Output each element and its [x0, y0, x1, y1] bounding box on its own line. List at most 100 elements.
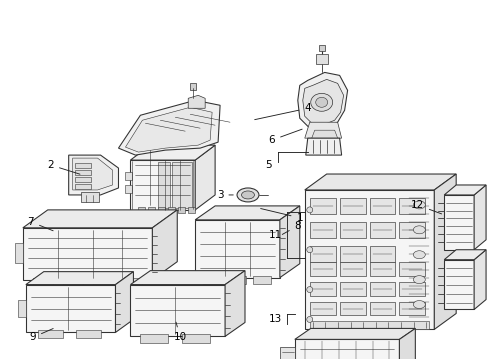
Polygon shape [73, 158, 112, 190]
Polygon shape [399, 282, 425, 296]
Polygon shape [369, 282, 395, 296]
Polygon shape [294, 339, 399, 360]
Polygon shape [75, 177, 90, 182]
Polygon shape [304, 174, 455, 190]
Polygon shape [369, 246, 395, 262]
Polygon shape [339, 198, 365, 214]
Polygon shape [433, 174, 455, 329]
Text: 10: 10 [173, 322, 186, 342]
Text: 4: 4 [254, 103, 310, 120]
Polygon shape [339, 262, 365, 276]
Text: 8: 8 [282, 221, 301, 234]
Ellipse shape [412, 301, 425, 309]
Polygon shape [443, 185, 485, 195]
Text: 6: 6 [268, 129, 302, 145]
Polygon shape [38, 330, 62, 338]
Ellipse shape [241, 191, 254, 199]
Text: 1: 1 [260, 208, 303, 223]
Polygon shape [125, 185, 132, 193]
Polygon shape [158, 162, 170, 208]
Polygon shape [369, 262, 395, 276]
Polygon shape [152, 210, 177, 280]
Polygon shape [339, 302, 365, 315]
Polygon shape [15, 243, 23, 263]
Text: 3: 3 [216, 190, 233, 200]
Polygon shape [339, 222, 365, 238]
Text: 7: 7 [27, 217, 53, 231]
Polygon shape [309, 246, 335, 262]
Polygon shape [92, 278, 112, 285]
Polygon shape [195, 145, 215, 210]
Polygon shape [188, 207, 195, 213]
Polygon shape [75, 170, 90, 175]
Polygon shape [122, 278, 142, 285]
Polygon shape [443, 195, 473, 250]
Ellipse shape [306, 247, 312, 253]
Polygon shape [304, 122, 341, 138]
Polygon shape [309, 222, 335, 238]
Polygon shape [309, 321, 428, 329]
Polygon shape [172, 162, 192, 208]
Polygon shape [369, 302, 395, 315]
Text: 2: 2 [47, 160, 80, 174]
Text: 12: 12 [410, 200, 441, 214]
Polygon shape [158, 207, 165, 213]
Polygon shape [195, 206, 299, 220]
Polygon shape [23, 210, 177, 228]
Ellipse shape [306, 207, 312, 213]
Polygon shape [279, 206, 299, 278]
Polygon shape [76, 330, 101, 338]
Ellipse shape [412, 201, 425, 209]
Polygon shape [81, 192, 99, 202]
Text: 9: 9 [29, 329, 53, 342]
Polygon shape [369, 198, 395, 214]
Polygon shape [125, 107, 212, 152]
Ellipse shape [412, 251, 425, 259]
Ellipse shape [237, 188, 259, 202]
Polygon shape [203, 276, 221, 284]
Polygon shape [473, 250, 485, 310]
Polygon shape [399, 198, 425, 214]
Polygon shape [75, 163, 90, 168]
Polygon shape [369, 222, 395, 238]
Polygon shape [399, 302, 425, 315]
Polygon shape [75, 184, 90, 189]
Ellipse shape [310, 93, 332, 111]
Polygon shape [399, 262, 425, 276]
Polygon shape [130, 145, 215, 160]
Polygon shape [18, 300, 26, 318]
Polygon shape [130, 271, 244, 285]
Polygon shape [315, 54, 327, 64]
Polygon shape [294, 328, 414, 339]
Text: 11: 11 [268, 230, 281, 240]
Polygon shape [115, 272, 133, 332]
Polygon shape [224, 271, 244, 336]
Polygon shape [148, 207, 155, 213]
Polygon shape [309, 198, 335, 214]
Ellipse shape [412, 276, 425, 284]
Polygon shape [130, 160, 195, 210]
Polygon shape [399, 328, 414, 360]
Polygon shape [305, 138, 341, 155]
Polygon shape [309, 302, 335, 315]
Polygon shape [26, 272, 133, 285]
Polygon shape [309, 262, 335, 276]
Polygon shape [118, 100, 220, 155]
Polygon shape [168, 207, 175, 213]
Polygon shape [473, 185, 485, 250]
Polygon shape [443, 260, 473, 310]
Polygon shape [279, 347, 294, 360]
Polygon shape [311, 130, 337, 138]
Polygon shape [190, 84, 196, 90]
Text: 5: 5 [264, 160, 271, 170]
Polygon shape [227, 276, 245, 284]
Polygon shape [309, 282, 335, 296]
Polygon shape [339, 282, 365, 296]
Polygon shape [138, 207, 145, 213]
Ellipse shape [306, 287, 312, 293]
Text: 13: 13 [268, 314, 281, 324]
Polygon shape [23, 228, 152, 280]
Polygon shape [304, 190, 433, 329]
Polygon shape [195, 220, 279, 278]
Polygon shape [125, 172, 132, 180]
